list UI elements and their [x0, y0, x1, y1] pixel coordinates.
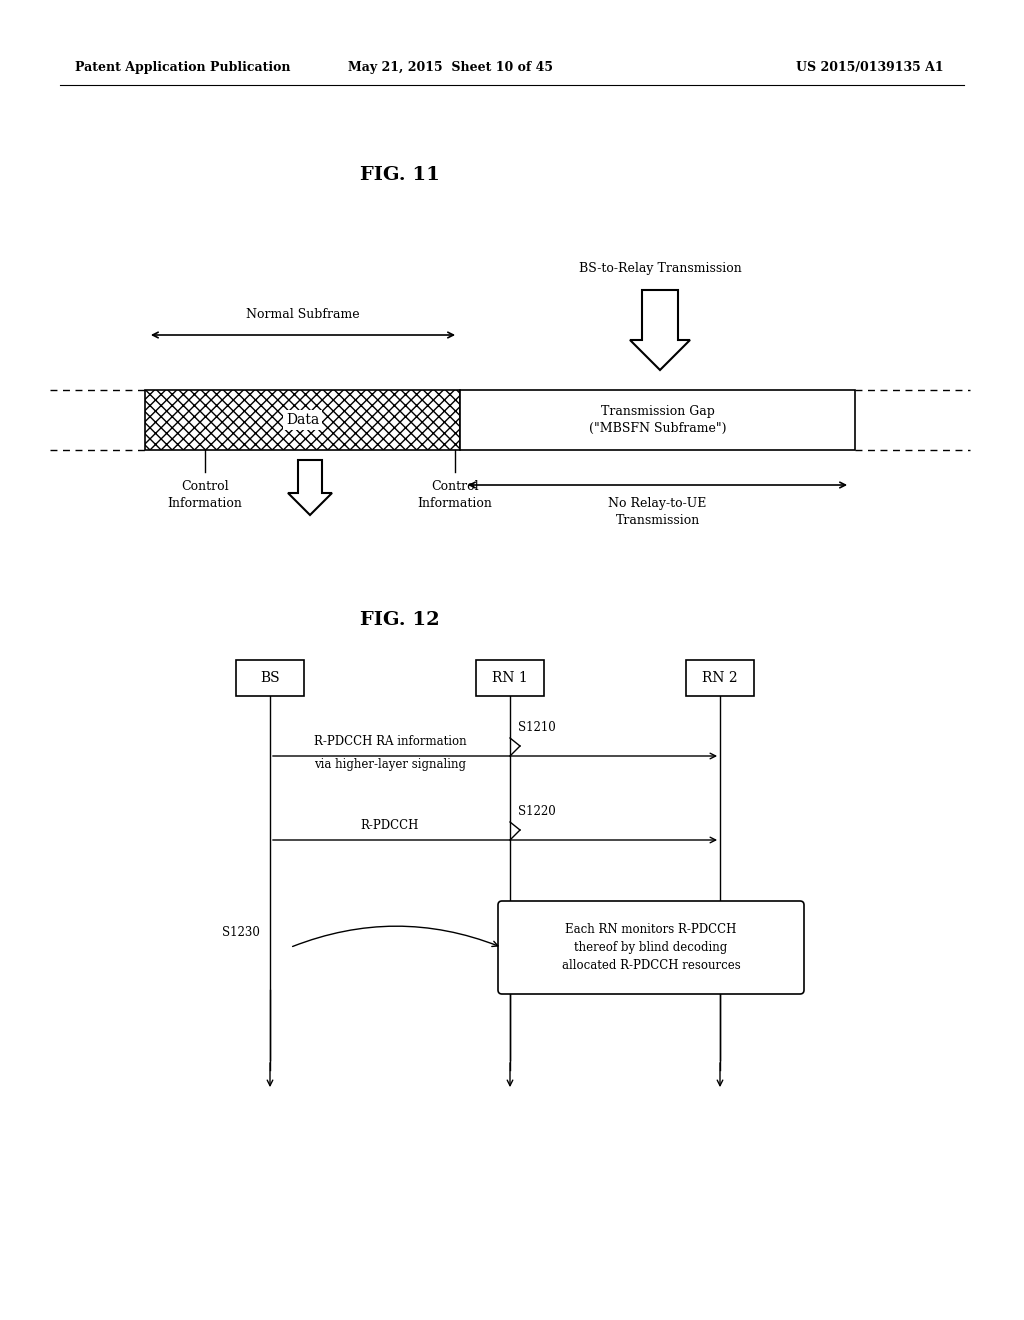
- Text: May 21, 2015  Sheet 10 of 45: May 21, 2015 Sheet 10 of 45: [347, 62, 553, 74]
- Text: via higher-layer signaling: via higher-layer signaling: [314, 758, 466, 771]
- Bar: [686, 660, 754, 696]
- Bar: [145, 389, 460, 450]
- Bar: [460, 389, 855, 450]
- Bar: [145, 389, 460, 450]
- Text: RN 1: RN 1: [493, 671, 528, 685]
- Text: RN 2: RN 2: [702, 671, 738, 685]
- Bar: [236, 660, 304, 696]
- Text: S1220: S1220: [518, 805, 556, 818]
- Text: US 2015/0139135 A1: US 2015/0139135 A1: [797, 62, 944, 74]
- Text: Control
Information: Control Information: [418, 480, 493, 510]
- Text: Patent Application Publication: Patent Application Publication: [75, 62, 291, 74]
- Text: R-PDCCH RA information: R-PDCCH RA information: [313, 735, 466, 748]
- FancyBboxPatch shape: [498, 902, 804, 994]
- Text: Transmission Gap
("MBSFN Subframe"): Transmission Gap ("MBSFN Subframe"): [589, 405, 726, 436]
- Text: No Relay-to-UE
Transmission: No Relay-to-UE Transmission: [608, 498, 707, 527]
- Text: FIG. 11: FIG. 11: [360, 166, 440, 183]
- Text: Data: Data: [286, 413, 319, 426]
- Text: BS-to-Relay Transmission: BS-to-Relay Transmission: [579, 261, 741, 275]
- Text: BS: BS: [260, 671, 280, 685]
- Text: FIG. 12: FIG. 12: [360, 611, 440, 630]
- Text: Each RN monitors R-PDCCH
thereof by blind decoding
allocated R-PDCCH resources: Each RN monitors R-PDCCH thereof by blin…: [561, 923, 740, 972]
- Bar: [476, 660, 544, 696]
- Text: S1210: S1210: [518, 721, 556, 734]
- Text: S1230: S1230: [222, 927, 260, 940]
- Text: Control
Information: Control Information: [168, 480, 243, 510]
- Polygon shape: [630, 290, 690, 370]
- Polygon shape: [288, 459, 332, 515]
- Text: Normal Subframe: Normal Subframe: [246, 308, 359, 321]
- Text: R-PDCCH: R-PDCCH: [360, 818, 419, 832]
